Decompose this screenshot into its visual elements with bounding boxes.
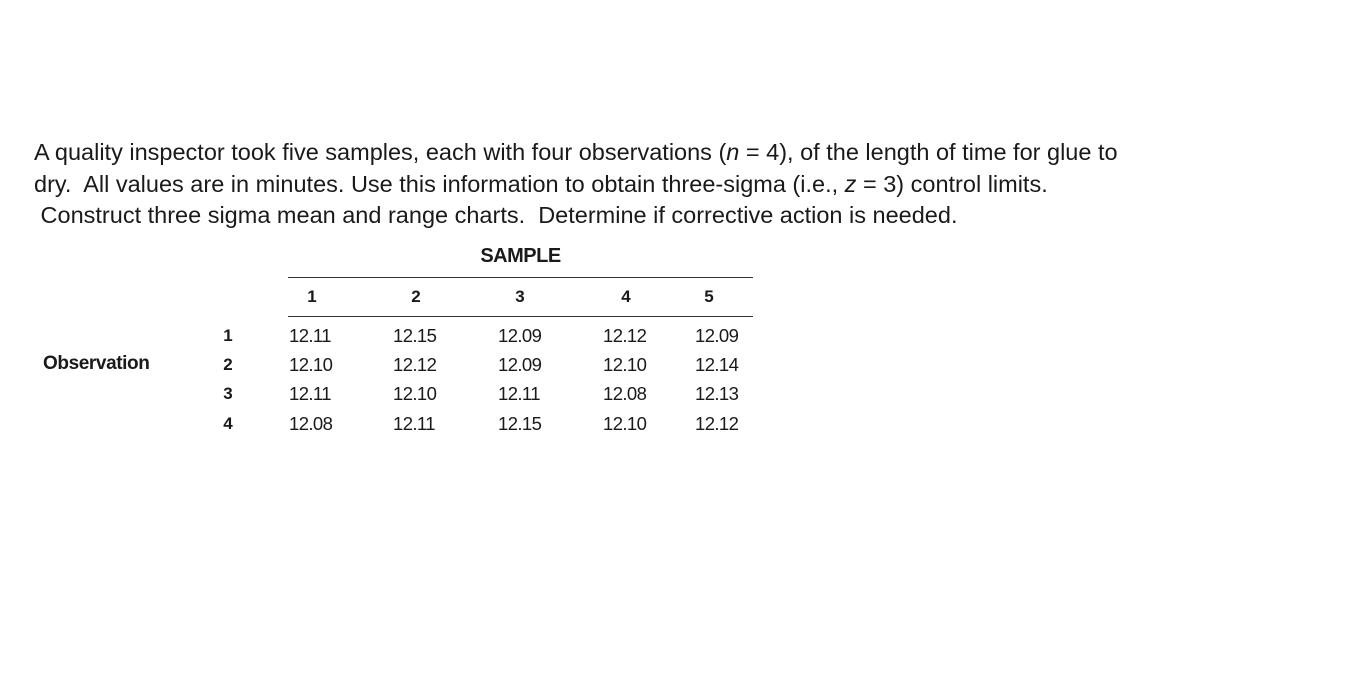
problem-line-1-end: = 4), of the length of time for glue to (739, 139, 1118, 165)
table-cell: 12.08 (289, 413, 333, 434)
table-cell: 12.11 (498, 383, 541, 404)
table-cell: 12.09 (498, 354, 542, 375)
column-header: 2 (411, 287, 421, 306)
problem-line-1-start: A quality inspector took five samples, e… (34, 139, 727, 165)
sample-heading: SAMPLE (480, 245, 561, 267)
table-cell: 12.09 (695, 325, 739, 346)
table-cell: 12.11 (289, 383, 332, 404)
table-cell: 12.15 (498, 413, 542, 434)
column-header: 5 (704, 287, 714, 306)
problem-line-2: dry. All values are in minutes. Use this… (34, 169, 1334, 201)
problem-statement: A quality inspector took five samples, e… (34, 137, 1334, 232)
problem-line-1: A quality inspector took five samples, e… (34, 137, 1334, 169)
observation-number: 2 (223, 355, 233, 374)
header-rule-top (288, 277, 753, 278)
table-cell: 12.12 (695, 413, 739, 434)
variable-z: z (844, 170, 857, 197)
observation-label: Observation (43, 353, 150, 374)
problem-line-3: Construct three sigma mean and range cha… (34, 202, 958, 228)
table-cell: 12.12 (603, 325, 647, 346)
table-cell: 12.09 (498, 325, 542, 346)
table-cell: 12.10 (603, 354, 647, 375)
table-cell: 12.12 (393, 354, 437, 375)
table-cell: 12.11 (393, 413, 436, 434)
variable-n: n (726, 139, 740, 165)
table-cell: 12.14 (695, 354, 739, 375)
problem-line-2-end: = 3) control limits. (856, 170, 1048, 197)
column-header: 4 (621, 287, 631, 306)
table-cell: 12.10 (289, 354, 333, 375)
observation-number: 1 (223, 326, 233, 345)
observation-number: 3 (223, 384, 233, 403)
table-cell: 12.15 (393, 325, 437, 346)
table-cell: 12.13 (695, 383, 739, 404)
table-cell: 12.08 (603, 383, 647, 404)
problem-line-2-start: dry. All values are in minutes. Use this… (34, 170, 845, 197)
observation-number: 4 (223, 414, 233, 433)
table-cell: 12.10 (393, 383, 437, 404)
column-header: 1 (307, 287, 317, 306)
column-header: 3 (515, 287, 525, 306)
table-cell: 12.11 (289, 325, 332, 346)
table-cell: 12.10 (603, 413, 647, 434)
header-rule-bottom (288, 316, 753, 317)
